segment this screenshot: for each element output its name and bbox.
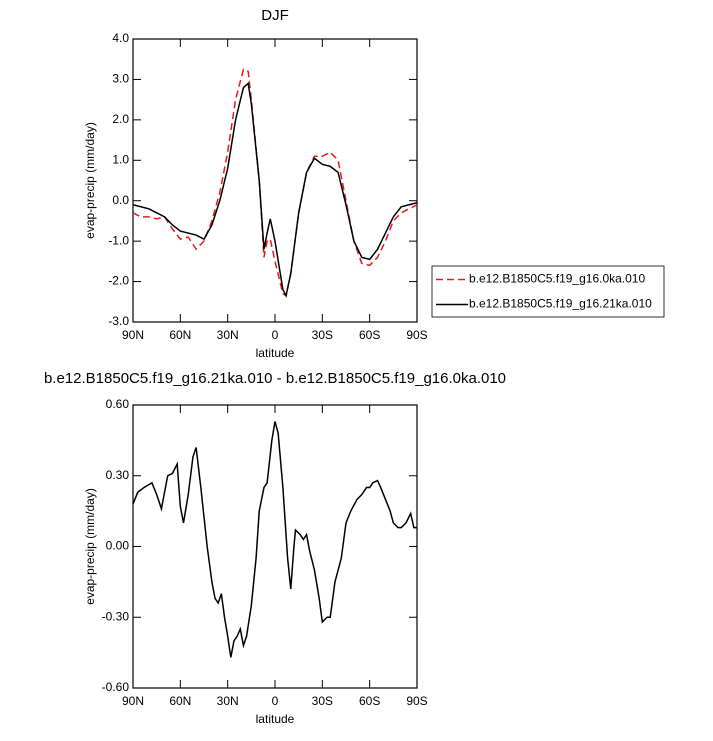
x-tick-label: 30S: [312, 694, 333, 708]
plot-frame: [132, 404, 418, 689]
x-tick-label: 60N: [169, 694, 191, 708]
legend-label: b.e12.B1850C5.f19_g16.0ka.010: [469, 272, 645, 286]
x-tick-label: 30S: [312, 328, 333, 342]
panel: b.e12.B1850C5.f19_g16.21ka.010 - b.e12.B…: [44, 370, 506, 726]
y-tick-label: -2.0: [108, 274, 129, 288]
legend-box: [431, 265, 665, 318]
x-tick-label: 90N: [122, 328, 144, 342]
x-tick-label: 60S: [359, 694, 380, 708]
data-line: [132, 421, 417, 658]
data-line: [132, 82, 418, 298]
x-tick-label: 0: [272, 328, 279, 342]
y-tick-label: 0.30: [106, 468, 130, 482]
x-tick-label: 30N: [217, 328, 239, 342]
x-tick-label: 60N: [169, 328, 191, 342]
chart-title: b.e12.B1850C5.f19_g16.21ka.010 - b.e12.B…: [44, 370, 506, 387]
y-tick-label: 3.0: [112, 72, 129, 86]
y-tick-label: 0.0: [112, 193, 129, 207]
y-tick-label: 0.00: [106, 539, 130, 553]
y-tick-label: -0.30: [102, 609, 130, 623]
x-axis-label: latitude: [256, 346, 295, 360]
y-tick-label: 2.0: [112, 112, 129, 126]
x-axis-label: latitude: [256, 712, 295, 726]
x-tick-label: 90N: [122, 694, 144, 708]
x-tick-label: 0: [272, 694, 279, 708]
y-tick-label: -3.0: [108, 314, 129, 328]
x-tick-label: 30N: [217, 694, 239, 708]
y-axis-label: evap-precip (mm/day): [83, 488, 97, 605]
y-tick-label: 4.0: [112, 31, 129, 45]
data-line: [132, 68, 418, 297]
x-tick-label: 90S: [406, 694, 427, 708]
x-tick-label: 60S: [359, 328, 380, 342]
legend-label: b.e12.B1850C5.f19_g16.21ka.010: [469, 297, 652, 311]
y-tick-label: -1.0: [108, 233, 129, 247]
y-tick-label: 0.60: [106, 397, 130, 411]
y-tick-label: 1.0: [112, 152, 129, 166]
chart-title: DJF: [261, 7, 289, 24]
x-tick-label: 90S: [406, 328, 427, 342]
y-axis-label: evap-precip (mm/day): [83, 122, 97, 239]
y-tick-label: -0.60: [102, 680, 130, 694]
plot-frame: [132, 38, 418, 323]
